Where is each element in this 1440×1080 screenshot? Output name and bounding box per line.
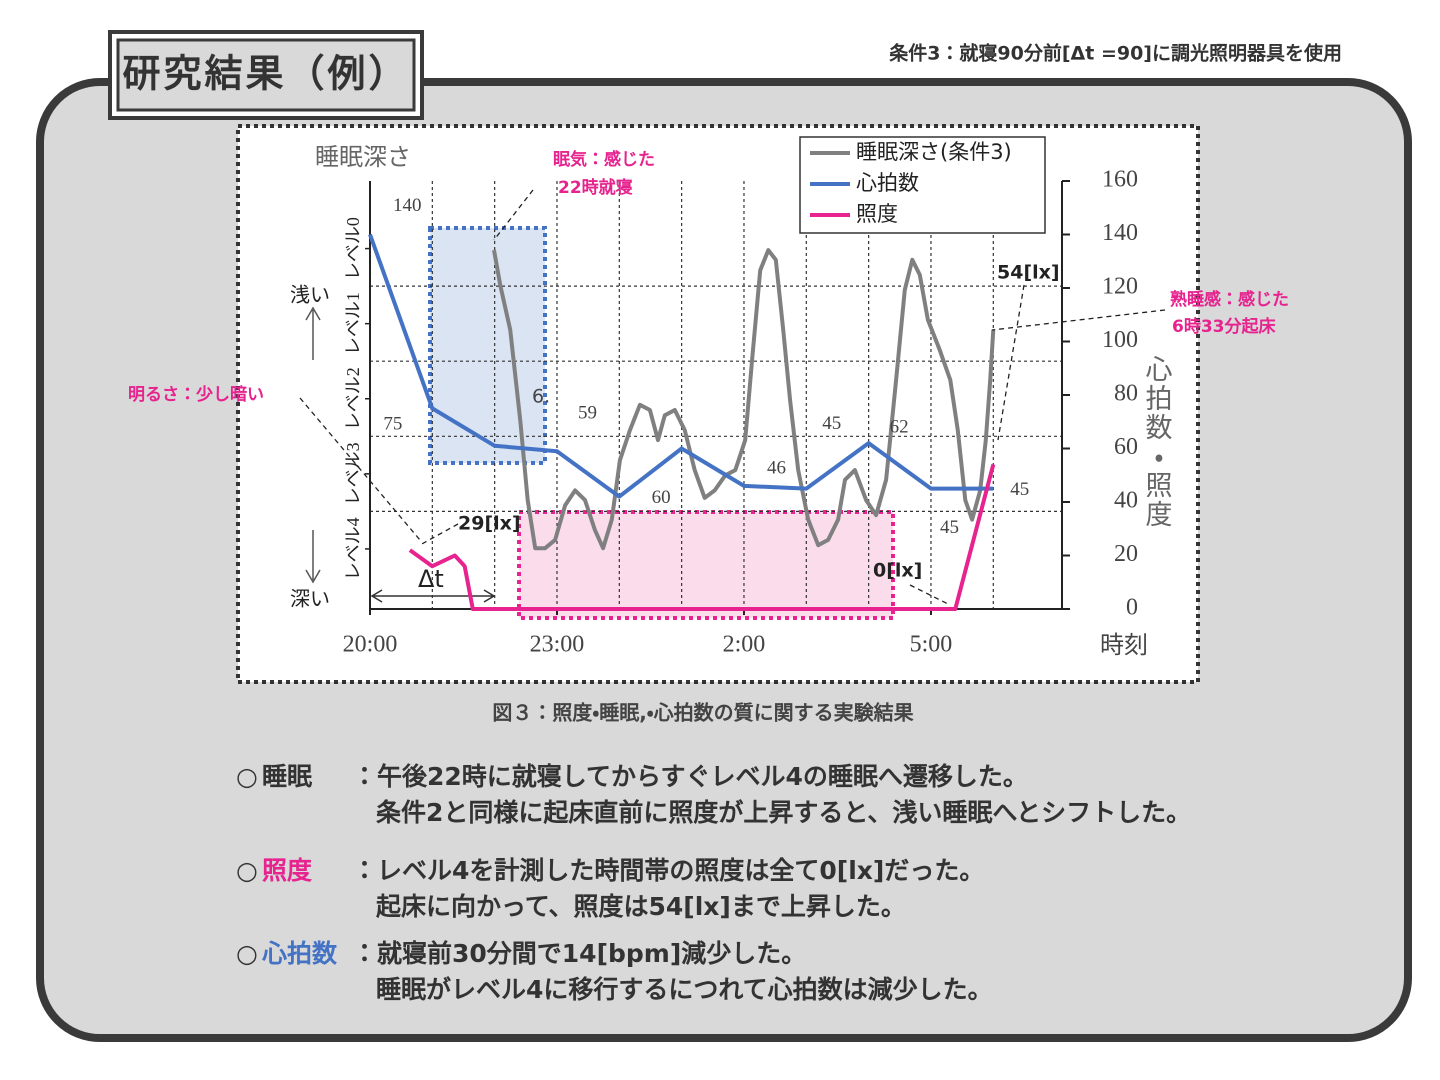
y2-tick-label: 60 <box>1114 434 1138 460</box>
note-line: ：就寝前30分間で14[bpm]減少した。 <box>352 939 806 968</box>
y2-tick-label: 140 <box>1102 220 1138 246</box>
dark-period-box <box>517 510 895 620</box>
note-line: 起床に向かって、照度は54[lx]まで上昇した。 <box>376 892 906 921</box>
annotation: 0[lx] <box>873 560 922 582</box>
note-line: ：午後22時に就寝してからすぐレベル4の睡眠へ遷移した。 <box>352 762 1028 791</box>
annotation: 54[lx] <box>997 262 1060 284</box>
leader-line <box>909 584 951 606</box>
value-label: 45 <box>822 413 841 434</box>
chart: 20:00 23:00 2:00 5:00 レベル0 レベル1 レベル2 レベル3 レベル4 0 2… <box>128 136 1289 659</box>
leader-line <box>493 189 534 241</box>
up-arrow <box>305 306 321 360</box>
note-marker: ○ <box>236 856 258 885</box>
y-tick-label: レベル4 <box>343 517 363 580</box>
notes: ○ 睡眠 ：午後22時に就寝してからすぐレベル4の睡眠へ遷移した。条件2と同様に起床… <box>236 762 1191 1004</box>
annotation: 29[lx] <box>458 513 521 535</box>
value-label: 75 <box>383 414 402 435</box>
caption: 図３：照度・睡眠,・心拍数の質に関する実験結果 <box>492 701 913 725</box>
series-line <box>492 248 996 551</box>
note-line: 条件2と同様に起床直前に照度が上昇すると、浅い睡眠へとシフトした。 <box>376 798 1191 827</box>
y2-tick-label: 20 <box>1114 541 1138 567</box>
value-label: 140 <box>393 195 422 216</box>
leader-line <box>299 397 421 541</box>
annotation: 明るさ：少し暗い <box>128 384 264 405</box>
x-tick-label: 2:00 <box>723 632 766 658</box>
note-line: ：レベル4を計測した時間帯の照度は全て0[lx]だった。 <box>352 856 984 885</box>
y-tick-label: レベル2 <box>343 367 363 430</box>
x-tick-label: 5:00 <box>910 632 953 658</box>
value-label: 45 <box>1010 479 1029 500</box>
y2-tick-label: 40 <box>1114 488 1138 514</box>
annotation: Δt <box>418 565 444 593</box>
note-label: 睡眠 <box>262 762 313 791</box>
x-axis-title: 時刻 <box>1100 631 1148 659</box>
y2-tick-label: 100 <box>1102 327 1138 353</box>
annotation: 眠気：感じた <box>553 149 655 170</box>
annotation: 6. <box>532 386 550 408</box>
value-label: 62 <box>890 417 909 438</box>
note-label: 心拍数 <box>261 939 338 968</box>
note-label: 照度 <box>262 856 312 885</box>
y-bottom-label: 深い <box>290 587 330 611</box>
y-tick-label: レベル1 <box>343 292 363 355</box>
y2-tick-label: 80 <box>1114 381 1138 407</box>
legend-label: 睡眠深さ(条件3) <box>856 140 1012 164</box>
note-marker: ○ <box>236 762 258 791</box>
delta-t-arrow <box>370 589 496 603</box>
note-line: 睡眠がレベル4に移行するにつれて心拍数は減少した。 <box>376 975 993 1004</box>
sleep-onset-box <box>428 226 547 465</box>
x-tick-label: 20:00 <box>343 632 398 658</box>
annotation: 熟睡感：感じた <box>1170 289 1289 310</box>
title: 研究結果（例） <box>122 52 409 96</box>
y-top-label: 浅い <box>290 283 330 307</box>
leader-line <box>991 309 1166 331</box>
y2-tick-label: 0 <box>1126 595 1138 621</box>
leader-line <box>997 284 1025 441</box>
note-marker: ○ <box>236 939 258 968</box>
y-tick-label: レベル3 <box>343 442 363 505</box>
down-arrow <box>305 530 321 584</box>
y2-tick-label: 160 <box>1102 167 1138 193</box>
condition: 条件3：就寝90分前[Δt =90]に調光照明器具を使用 <box>888 42 1342 65</box>
value-label: 45 <box>940 517 959 538</box>
title-box-inner <box>116 38 416 112</box>
value-label: 60 <box>652 487 671 508</box>
legend-label: 心拍数 <box>856 171 919 195</box>
annotation: 22時就寝 <box>558 177 633 198</box>
value-label: 59 <box>578 403 597 424</box>
leader-line <box>419 523 459 546</box>
series-line <box>368 233 994 499</box>
series-line <box>408 463 996 611</box>
x-tick-label: 23:00 <box>530 632 585 658</box>
y2-axis-title: 心拍数・照度 <box>1141 355 1173 529</box>
annotation: 6時33分起床 <box>1172 316 1276 337</box>
legend-label: 照度 <box>856 202 898 226</box>
y-tick-label: レベル0 <box>343 217 363 280</box>
value-label: 46 <box>767 457 786 478</box>
y2-tick-label: 120 <box>1102 274 1138 300</box>
y-axis-title: 睡眠深さ <box>315 143 411 171</box>
